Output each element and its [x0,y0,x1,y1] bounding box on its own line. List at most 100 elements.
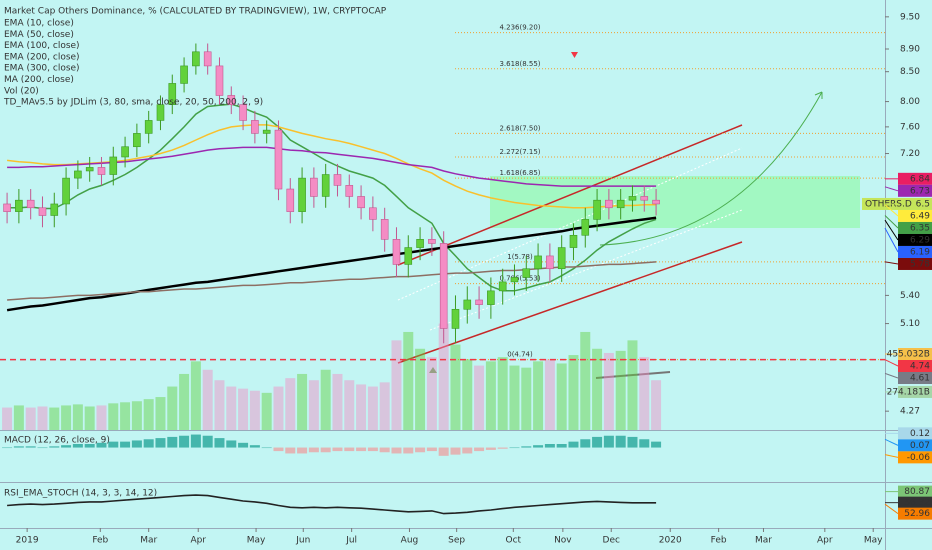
volume-bar [13,405,24,430]
fib-label: 2.618(7.50) [499,124,540,132]
volume-bar [367,386,378,430]
candle-body [3,203,11,212]
volume-bar [143,399,154,430]
price-label-box [898,507,932,520]
macd-bar [485,447,496,450]
candle-body [251,120,259,134]
candle-body [192,51,200,67]
indicator-line [6,216,657,312]
volume-bar [568,355,579,430]
channel-mid [397,147,743,301]
x-tick-label: May [864,536,883,546]
candle-body [593,199,601,220]
price-label-mark [884,372,899,379]
macd-bar [190,434,201,448]
candle-body [569,234,578,248]
volume-bar [25,407,36,430]
y-tick-label: 7.60 [900,122,920,132]
x-tick-label: Apr [817,536,833,546]
macd-bar [308,447,319,453]
candle-body [534,255,542,270]
macd-bar [143,439,154,448]
macd-bar [367,447,378,452]
price-label: 52.96 [904,509,930,519]
volume-trend [595,371,671,379]
price-label-box [898,245,932,258]
y-tick-label: 9.50 [900,12,920,22]
candle-body [50,203,59,216]
volume-bar [249,390,260,430]
fib-label: 0.786(5.53) [499,275,540,283]
price-label: 6.84 [910,174,930,184]
macd-bar [320,447,331,453]
macd-bar [332,447,343,452]
volume-bar [592,348,603,430]
price-label-box [898,427,932,440]
macd-bar [533,445,544,448]
volume-bar [509,365,520,430]
candle-body [26,199,35,209]
rsi-label: RSI_EMA_STOCH (14, 3, 3, 14, 12) [4,489,157,499]
volume-bar [120,402,131,430]
volume-bar [37,406,48,430]
legend-entry: TD_MAv5.5 by JDLim (3, 80, sma, close, 2… [3,98,263,108]
price-label-mark [884,219,899,241]
candle-body [321,174,330,197]
volume-bar [273,386,284,430]
y-tick-label: 8.90 [900,45,920,55]
macd-bar [297,447,308,454]
candle-body [168,83,177,105]
y-tick-label: 7.20 [900,149,920,159]
volume-bar [426,357,437,430]
price-label-box [898,372,932,385]
x-tick-label: Oct [506,536,522,546]
volume-bar [521,367,532,430]
volume-bar [497,357,508,430]
candle-body [156,104,165,121]
volume-bar [190,361,201,430]
macd-bar [226,440,237,448]
volume-bar [96,405,107,430]
price-label-box [898,209,932,222]
macd-bar [273,447,284,452]
macd-bar [179,435,190,448]
y-tick-label: 5.40 [900,291,920,301]
price-label-box [898,257,932,270]
volume-bar [474,365,485,430]
macd-bar [415,447,426,453]
price-label-mark [884,215,899,229]
macd-bar [497,447,508,449]
price-label-mark [884,359,899,367]
x-tick-label: May [247,536,266,546]
candle-body [215,65,224,96]
volume-bar [2,407,13,430]
macd-bar [155,438,166,448]
y-tick-label: 8.00 [900,97,920,107]
x-tick-label: Apr [190,536,206,546]
volume-bar [49,407,60,430]
x-tick-label: Mar [140,536,157,546]
y-tick-label: 5.10 [900,319,920,329]
macd-bar [261,447,272,449]
x-tick-label: Sep [448,536,465,546]
marks: 4.236(9.20) 3.618(8.55) 2.618(7.50) 2.272(7… [0,24,885,430]
macd-bar [403,447,414,454]
volume-bar [627,340,638,430]
candle-body [62,177,70,205]
candle-body [652,199,660,205]
price-label: 6.19 [910,247,930,257]
volume-bar [403,331,414,430]
price-label-box [898,233,932,246]
volume-bar [108,403,119,430]
price-label-box [898,451,932,464]
volume-bar [615,350,626,430]
macd-bar [131,440,142,448]
candle-body [404,247,413,265]
macd-bar [509,447,520,449]
volume-bar [415,348,426,430]
sell-marker [571,52,578,58]
candle-body [333,174,342,186]
